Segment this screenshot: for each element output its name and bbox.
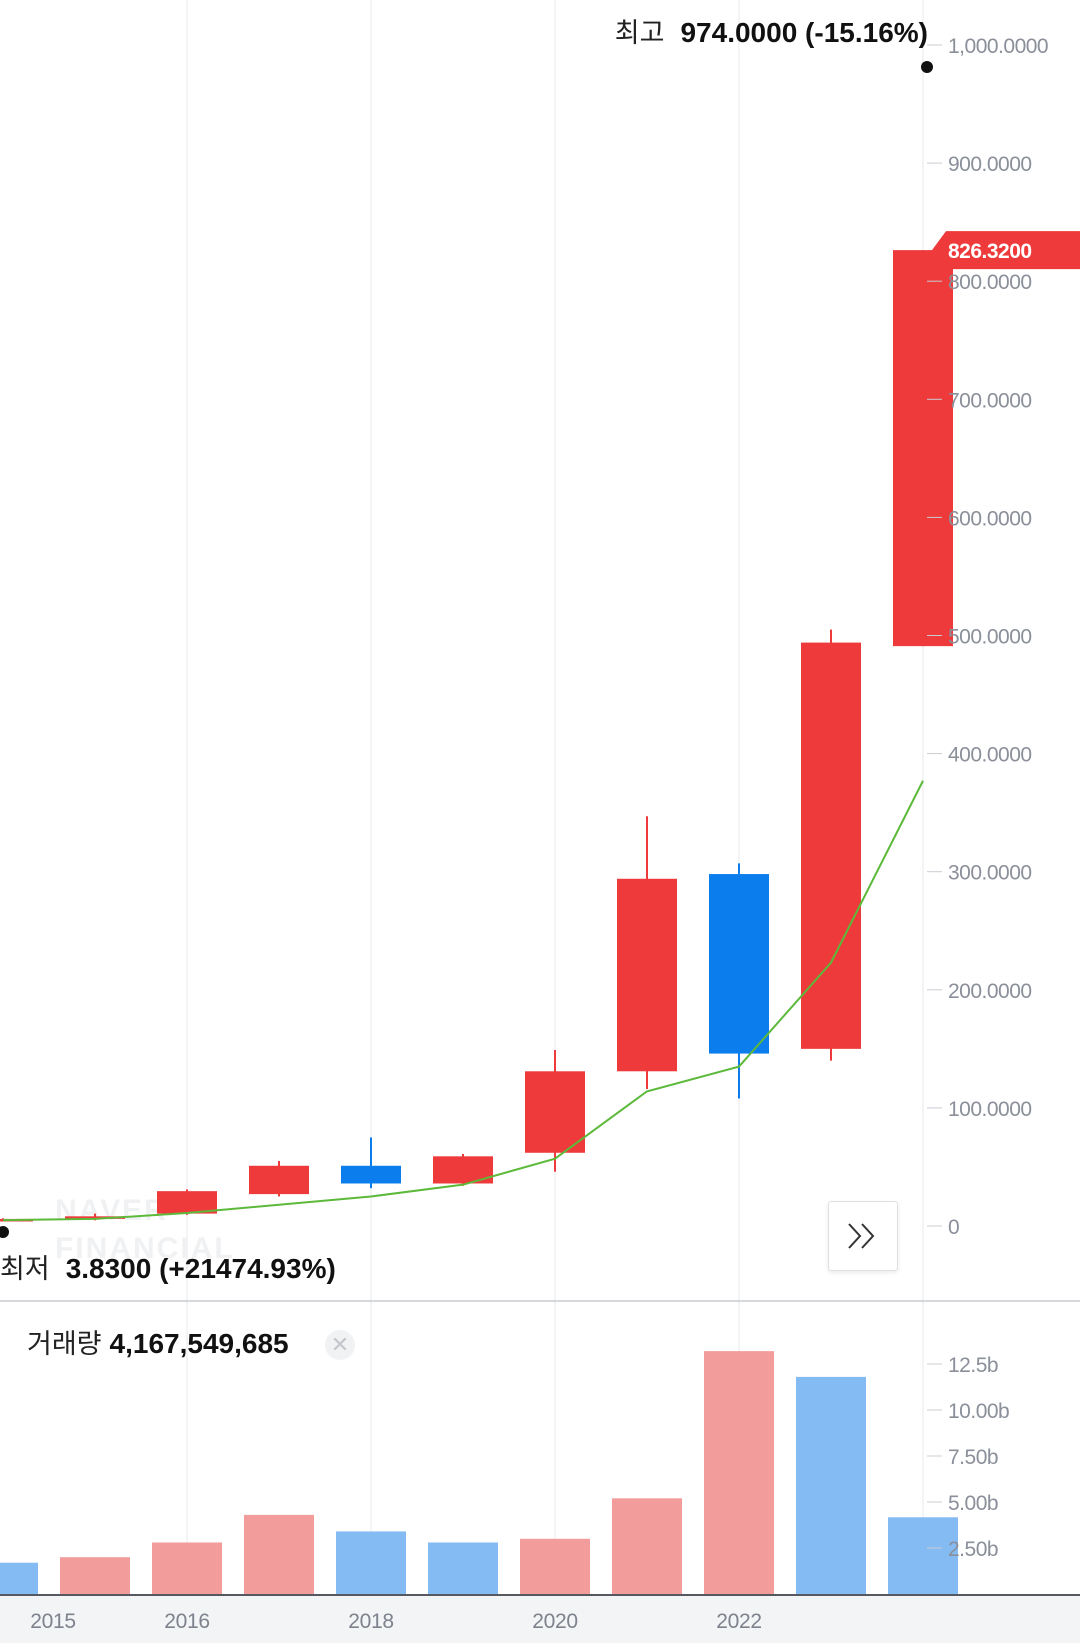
time-tick-label: 2022 [716, 1610, 762, 1633]
price-tick-label: 300.0000 [948, 862, 1032, 885]
time-axis: 2015 2016 2018 2020 2022 [30, 1610, 762, 1633]
volume-label: 거래량 [27, 1329, 102, 1359]
price-tick-label: 600.0000 [948, 507, 1032, 530]
volume-bar [152, 1542, 222, 1594]
volume-header: 거래량 4,167,549,685 [27, 1328, 289, 1359]
time-tick-label: 2015 [30, 1610, 76, 1633]
candle-body [617, 878, 677, 1072]
low-value: 3.8300 (+21474.93%) [66, 1253, 336, 1284]
price-tag-shape [932, 231, 1080, 270]
time-axis-background [0, 1594, 1080, 1643]
moving-average-line [2, 780, 924, 1222]
low-annotation: 최저 3.8300 (+21474.93%) [0, 1253, 336, 1284]
moving-average [2, 780, 924, 1222]
price-tick-label: 0 [948, 1216, 959, 1239]
time-tick-label: 2020 [532, 1610, 578, 1633]
volume-close-button[interactable]: ✕ [325, 1330, 355, 1360]
candle-body [709, 874, 769, 1054]
price-tick-label: 700.0000 [948, 389, 1032, 412]
candle-body [249, 1165, 309, 1195]
price-tick-label: 800.0000 [948, 271, 1032, 294]
candle-body [893, 250, 953, 647]
volume-bar [888, 1517, 958, 1594]
candle-body [341, 1165, 401, 1184]
price-tick-label: 100.0000 [948, 1098, 1032, 1121]
low-marker [0, 1226, 9, 1238]
volume-tick-label: 10.00b [948, 1400, 1009, 1423]
expand-chart-button[interactable] [828, 1201, 898, 1271]
volume-tick-label: 7.50b [948, 1446, 998, 1469]
volume-bar [428, 1542, 498, 1594]
volume-tick-label: 2.50b [948, 1538, 998, 1561]
high-label: 최고 [615, 18, 665, 48]
volume-bar [704, 1351, 774, 1594]
low-label: 최저 [0, 1254, 50, 1284]
price-tick-label: 200.0000 [948, 980, 1032, 1003]
watermark-line-1: NAVER [55, 1194, 168, 1227]
price-tick-label: 1,000.0000 [948, 35, 1048, 58]
volume-bar [612, 1498, 682, 1594]
candle-body [65, 1216, 125, 1219]
double-chevron-right-icon [848, 1223, 875, 1249]
volume-tick-label: 12.5b [948, 1354, 998, 1377]
high-annotation: 최고 974.0000 (-15.16%) [615, 17, 928, 48]
watermark: NAVER FINANCIAL [55, 1194, 235, 1265]
volume-bar [60, 1557, 130, 1594]
volume-bar [244, 1514, 314, 1594]
watermark-line-2: FINANCIAL [55, 1232, 235, 1265]
current-price-tag: 826.3200 [932, 231, 1080, 270]
candle-body [157, 1191, 217, 1214]
volume-bar [336, 1531, 406, 1594]
price-tick-label: 900.0000 [948, 153, 1032, 176]
volume-bar [0, 1562, 38, 1594]
high-value: 974.0000 (-15.16%) [680, 17, 928, 48]
candle-body [525, 1071, 585, 1153]
current-price-value: 826.3200 [948, 240, 1032, 263]
price-tick-label: 400.0000 [948, 744, 1032, 767]
time-tick-label: 2016 [164, 1610, 210, 1633]
volume-axis: 2.50b 5.00b 7.50b 10.00b 12.5b [927, 1354, 1010, 1561]
candle-body [801, 642, 861, 1049]
volume-tick-label: 5.00b [948, 1492, 998, 1515]
volume-value: 4,167,549,685 [110, 1328, 289, 1359]
volume-bars [0, 1351, 958, 1594]
price-axis: 0 100.0000 200.0000 300.0000 400.0000 500.000… [927, 35, 1049, 1239]
close-icon: ✕ [330, 1332, 350, 1357]
candles [0, 250, 953, 1222]
high-marker [921, 61, 933, 73]
volume-bar [520, 1538, 590, 1594]
time-tick-label: 2018 [348, 1610, 394, 1633]
price-tick-label: 500.0000 [948, 626, 1032, 649]
volume-bar [796, 1376, 866, 1594]
